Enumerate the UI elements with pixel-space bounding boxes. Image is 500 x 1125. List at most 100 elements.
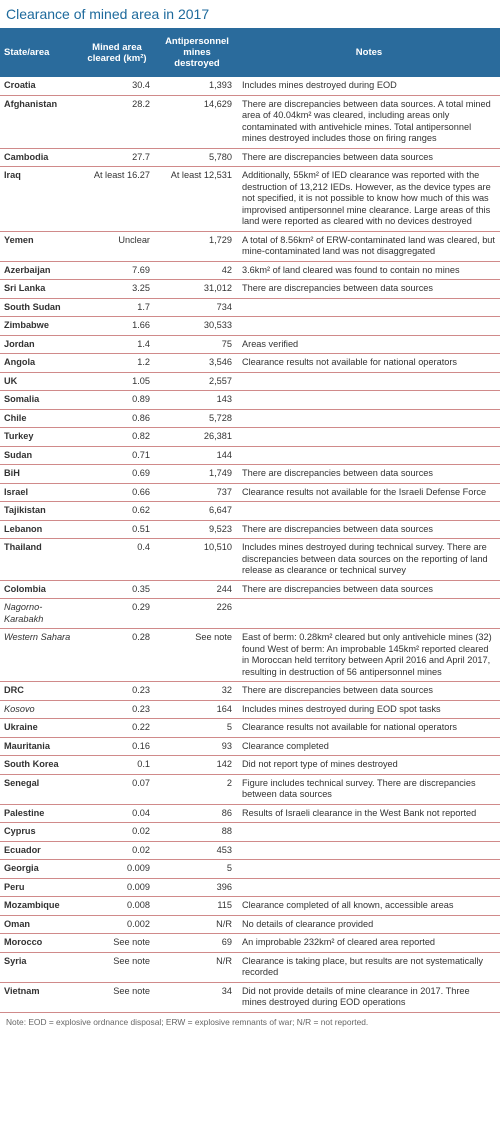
table-row: Senegal0.072Figure includes technical su…: [0, 774, 500, 804]
cell-state: Jordan: [0, 335, 78, 354]
table-row: Palestine0.0486Results of Israeli cleara…: [0, 804, 500, 823]
cell-state: Georgia: [0, 860, 78, 879]
cell-notes: A total of 8.56km² of ERW-contaminated l…: [238, 231, 500, 261]
cell-area: 0.02: [78, 823, 156, 842]
table-row: Azerbaijan7.69423.6km² of land cleared w…: [0, 261, 500, 280]
table-row: YemenUnclear1,729A total of 8.56km² of E…: [0, 231, 500, 261]
cell-mines: 5,728: [156, 409, 238, 428]
cell-mines: 244: [156, 580, 238, 599]
cell-notes: [238, 317, 500, 336]
cell-state: Afghanistan: [0, 95, 78, 148]
table-row: Jordan1.475Areas verified: [0, 335, 500, 354]
table-row: Peru0.009396: [0, 878, 500, 897]
cell-state: Zimbabwe: [0, 317, 78, 336]
cell-mines: 115: [156, 897, 238, 916]
cell-notes: There are discrepancies between data sou…: [238, 95, 500, 148]
cell-state: Senegal: [0, 774, 78, 804]
table-row: DRC0.2332There are discrepancies between…: [0, 682, 500, 701]
cell-state: Yemen: [0, 231, 78, 261]
table-row: IraqAt least 16.27At least 12,531Additio…: [0, 167, 500, 232]
cell-notes: There are discrepancies between data sou…: [238, 280, 500, 299]
cell-area: 0.71: [78, 446, 156, 465]
cell-notes: Figure includes technical survey. There …: [238, 774, 500, 804]
cell-area: 0.16: [78, 737, 156, 756]
cell-mines: 1,393: [156, 77, 238, 95]
cell-area: 0.62: [78, 502, 156, 521]
table-body: Croatia30.41,393Includes mines destroyed…: [0, 77, 500, 1012]
table-row: Ecuador0.02453: [0, 841, 500, 860]
cell-mines: 142: [156, 756, 238, 775]
cell-mines: 396: [156, 878, 238, 897]
cell-state: Cyprus: [0, 823, 78, 842]
cell-state: Peru: [0, 878, 78, 897]
cell-state: Israel: [0, 483, 78, 502]
cell-notes: Results of Israeli clearance in the West…: [238, 804, 500, 823]
cell-area: 0.82: [78, 428, 156, 447]
cell-state: Azerbaijan: [0, 261, 78, 280]
cell-area: 0.22: [78, 719, 156, 738]
cell-mines: 2,557: [156, 372, 238, 391]
cell-mines: 26,381: [156, 428, 238, 447]
cell-state: Lebanon: [0, 520, 78, 539]
cell-notes: [238, 823, 500, 842]
cell-mines: 2: [156, 774, 238, 804]
table-row: Colombia0.35244There are discrepancies b…: [0, 580, 500, 599]
cell-notes: Did not provide details of mine clearanc…: [238, 982, 500, 1012]
cell-notes: No details of clearance provided: [238, 915, 500, 934]
clearance-table: State/area Mined area cleared (km²) Anti…: [0, 28, 500, 1013]
cell-notes: Clearance results not available for the …: [238, 483, 500, 502]
cell-state: Morocco: [0, 934, 78, 953]
page-title: Clearance of mined area in 2017: [0, 0, 500, 28]
table-row: MoroccoSee note69An improbable 232km² of…: [0, 934, 500, 953]
cell-state: South Korea: [0, 756, 78, 775]
cell-notes: [238, 878, 500, 897]
cell-notes: Clearance completed: [238, 737, 500, 756]
cell-area: 0.008: [78, 897, 156, 916]
cell-notes: [238, 372, 500, 391]
table-row: Kosovo0.23164Includes mines destroyed du…: [0, 700, 500, 719]
cell-mines: 144: [156, 446, 238, 465]
cell-state: Sudan: [0, 446, 78, 465]
cell-state: Palestine: [0, 804, 78, 823]
table-row: Angola1.23,546Clearance results not avai…: [0, 354, 500, 373]
cell-state: Colombia: [0, 580, 78, 599]
cell-notes: [238, 391, 500, 410]
cell-area: 30.4: [78, 77, 156, 95]
table-row: Sudan0.71144: [0, 446, 500, 465]
cell-mines: 143: [156, 391, 238, 410]
cell-mines: 86: [156, 804, 238, 823]
table-row: Croatia30.41,393Includes mines destroyed…: [0, 77, 500, 95]
cell-area: Unclear: [78, 231, 156, 261]
table-row: Mauritania0.1693Clearance completed: [0, 737, 500, 756]
table-row: Mozambique0.008115Clearance completed of…: [0, 897, 500, 916]
table-row: Western Sahara0.28See noteEast of berm: …: [0, 629, 500, 682]
table-row: South Korea0.1142Did not report type of …: [0, 756, 500, 775]
cell-mines: N/R: [156, 915, 238, 934]
table-row: UK1.052,557: [0, 372, 500, 391]
cell-area: 1.4: [78, 335, 156, 354]
table-row: Afghanistan28.214,629There are discrepan…: [0, 95, 500, 148]
cell-area: See note: [78, 934, 156, 953]
cell-state: Angola: [0, 354, 78, 373]
cell-mines: 3,546: [156, 354, 238, 373]
cell-notes: Includes mines destroyed during EOD: [238, 77, 500, 95]
cell-area: See note: [78, 952, 156, 982]
cell-area: 1.66: [78, 317, 156, 336]
table-row: SyriaSee noteN/RClearance is taking plac…: [0, 952, 500, 982]
cell-mines: 5: [156, 719, 238, 738]
cell-state: Tajikistan: [0, 502, 78, 521]
cell-mines: 32: [156, 682, 238, 701]
cell-area: 0.66: [78, 483, 156, 502]
cell-state: Western Sahara: [0, 629, 78, 682]
cell-mines: 69: [156, 934, 238, 953]
cell-area: 1.7: [78, 298, 156, 317]
cell-state: Iraq: [0, 167, 78, 232]
cell-area: 0.29: [78, 599, 156, 629]
cell-state: UK: [0, 372, 78, 391]
cell-notes: [238, 446, 500, 465]
cell-mines: 88: [156, 823, 238, 842]
cell-state: Thailand: [0, 539, 78, 581]
cell-state: Sri Lanka: [0, 280, 78, 299]
cell-area: 0.23: [78, 700, 156, 719]
cell-notes: Includes mines destroyed during EOD spot…: [238, 700, 500, 719]
